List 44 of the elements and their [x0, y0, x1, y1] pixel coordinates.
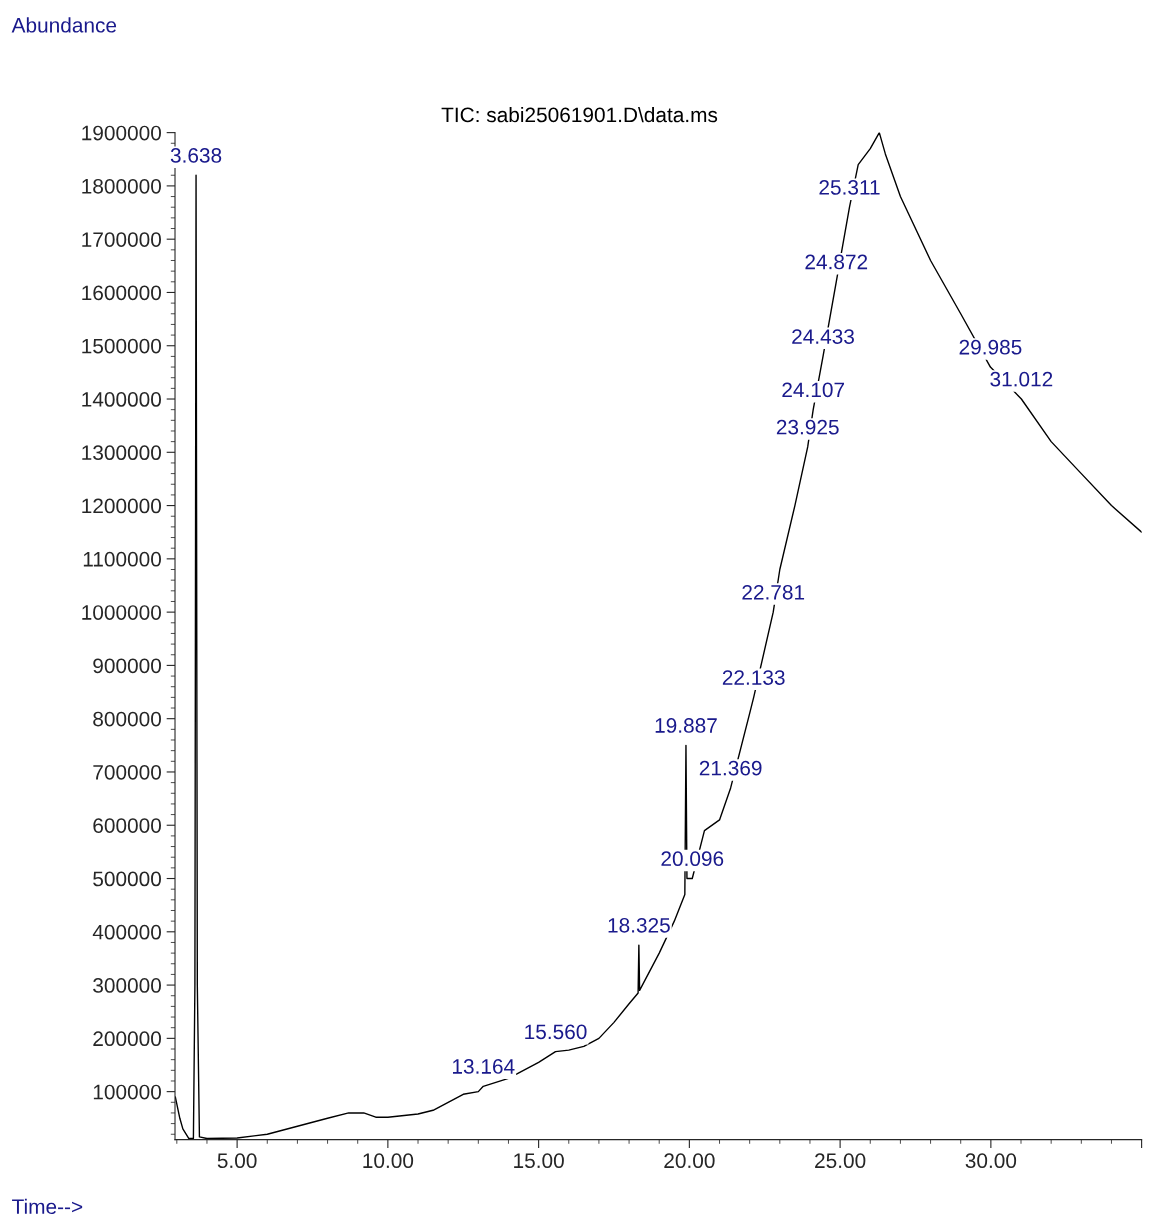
annotation: 25.311	[819, 180, 880, 195]
annotation: 19.887	[655, 718, 717, 733]
y-tick-label: 500000	[93, 871, 162, 887]
annotation: 22.133	[722, 670, 785, 685]
y-tick-label: 1300000	[82, 445, 162, 461]
y-tick-label: 700000	[93, 764, 162, 780]
y-tick-label: 1600000	[82, 285, 162, 301]
chart-title: TIC: sabi25061901.D\data.ms	[441, 106, 718, 123]
annotation: 21.369	[699, 760, 762, 776]
y-tick-label: 1200000	[82, 498, 162, 514]
y-tick-label: 600000	[93, 818, 162, 833]
y-tick-label: 1000000	[82, 605, 162, 620]
x-tick-label: 20.00	[664, 1153, 715, 1169]
x-axis-title: Time-->	[12, 1198, 83, 1215]
annotation: 23.925	[776, 419, 839, 435]
y-axis-title: Abundance	[11, 17, 117, 33]
x-tick-label: 15.00	[514, 1153, 564, 1169]
y-tick-label: 1900000	[82, 125, 162, 141]
annotation: 24.433	[792, 329, 854, 344]
y-tick-label: 1400000	[82, 392, 162, 407]
annotation: 24.107	[782, 382, 845, 398]
annotation: 22.781	[742, 584, 805, 600]
y-tick-label: 400000	[92, 924, 162, 940]
y-tick-label: 800000	[93, 711, 162, 727]
y-tick-label: 900000	[93, 658, 162, 674]
y-tick-label: 1500000	[82, 338, 162, 354]
y-tick-label: 1700000	[82, 232, 162, 247]
annotation: 31.012	[990, 371, 1053, 387]
annotation: 15.560	[525, 1024, 587, 1040]
annotation: 24.872	[805, 254, 868, 270]
x-tick-label: 30.00	[965, 1153, 1017, 1169]
y-tick-label: 300000	[93, 978, 162, 993]
y-tick-label: 200000	[93, 1031, 162, 1047]
y-tick-label: 100000	[93, 1084, 162, 1100]
x-tick-label: 25.00	[815, 1153, 866, 1169]
annotation: 29.985	[959, 339, 1022, 355]
annotation: 20.096	[661, 851, 724, 867]
x-tick-label: 5.00	[217, 1153, 257, 1169]
annotation: 13.164	[452, 1059, 515, 1074]
y-tick-label: 1100000	[83, 551, 162, 567]
x-tick-label: 10.00	[363, 1153, 414, 1169]
annotation: 18.325	[608, 917, 670, 933]
annotation: 3.638	[170, 148, 222, 163]
y-tick-label: 1800000	[82, 178, 162, 194]
